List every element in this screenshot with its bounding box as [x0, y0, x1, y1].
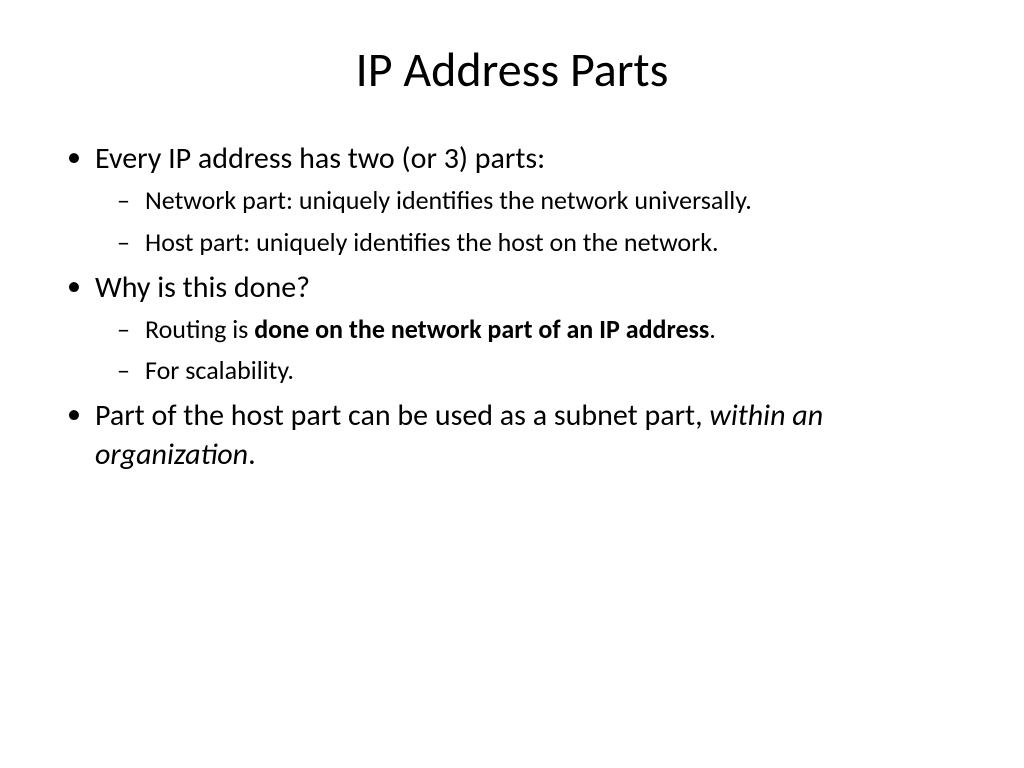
bullet-level-2: Routing is done on the network part of a…: [145, 313, 974, 347]
text-segment: .: [709, 313, 716, 345]
text-segment: Routing is: [145, 313, 254, 345]
bold-text: done on the network part of an IP addres…: [254, 313, 709, 345]
bullet-level-1: Every IP address has two (or 3) parts:: [95, 139, 974, 178]
bullet-list: Every IP address has two (or 3) parts: N…: [50, 139, 974, 474]
text-segment: .: [248, 436, 256, 473]
bullet-level-2: Network part: uniquely identifies the ne…: [145, 184, 974, 218]
bullet-level-1: Part of the host part can be used as a s…: [95, 396, 974, 474]
bullet-level-2: For scalability.: [145, 354, 974, 388]
slide-title: IP Address Parts: [50, 40, 974, 99]
bullet-level-1: Why is this done?: [95, 268, 974, 307]
bullet-level-2: Host part: uniquely identifies the host …: [145, 226, 974, 260]
text-segment: Part of the host part can be used as a s…: [95, 397, 709, 434]
